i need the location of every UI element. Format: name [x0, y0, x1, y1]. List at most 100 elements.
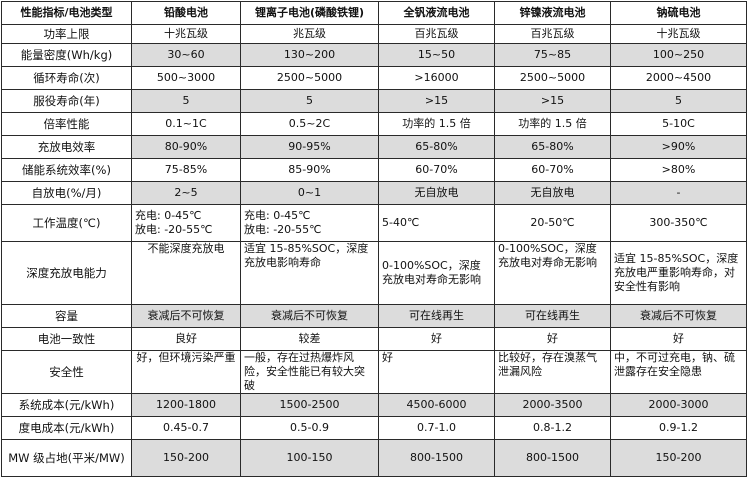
cell: 比较好，存在溴蒸气泄漏风险 [494, 350, 611, 394]
cell: 300-350℃ [610, 204, 747, 242]
cell: 好，但环境污染严重 [131, 350, 241, 394]
cell: 百兆瓦级 [378, 24, 495, 44]
cell: 60-70% [378, 158, 495, 182]
cell: 0.5-0.9 [240, 416, 379, 440]
cell: 功率的 1.5 倍 [378, 112, 495, 136]
cell: 无自放电 [378, 181, 495, 205]
cell: 十兆瓦级 [131, 24, 241, 44]
cell: 85-90% [240, 158, 379, 182]
cell: >15 [378, 89, 495, 113]
row-safety: 安全性 好，但环境污染严重 一般，存在过热爆炸风险，安全性能已有较大突破 好 比… [1, 350, 747, 394]
row-label: 能量密度(Wh/kg) [1, 43, 132, 67]
cell: 1200-1800 [131, 393, 241, 417]
cell: 2~5 [131, 181, 241, 205]
row-label: MW 级占地(平米/MW) [1, 439, 132, 477]
cell: 0.5~2C [240, 112, 379, 136]
header-zinc-nickel-flow: 锌镍液流电池 [494, 1, 611, 25]
row-self-discharge: 自放电(%/月) 2~5 0~1 无自放电 无自放电 - [1, 181, 747, 205]
cell: 150-200 [610, 439, 747, 477]
row-label: 充放电效率 [1, 135, 132, 159]
row-operating-temperature: 工作温度(℃) 充电: 0-45℃ 放电: -20-55℃ 充电: 0-45℃ … [1, 204, 747, 242]
cell: 2500~5000 [240, 66, 379, 90]
cell: - [610, 181, 747, 205]
cell: 100-150 [240, 439, 379, 477]
row-label: 电池一致性 [1, 327, 132, 351]
cell: 充电: 0-45℃ 放电: -20-55℃ [131, 204, 241, 242]
cell: 好 [378, 350, 495, 394]
header-row: 性能指标/电池类型 铅酸电池 锂离子电池(磷酸铁锂) 全钒液流电池 锌镍液流电池… [1, 1, 747, 25]
cell: 不能深度充放电 [131, 241, 241, 305]
header-lead-acid: 铅酸电池 [131, 1, 241, 25]
row-footprint: MW 级占地(平米/MW) 150-200 100-150 800-1500 8… [1, 439, 747, 477]
cell: 2000-3000 [610, 393, 747, 417]
cell: 800-1500 [494, 439, 611, 477]
cell: 500~3000 [131, 66, 241, 90]
cell: 90-95% [240, 135, 379, 159]
header-vanadium-flow: 全钒液流电池 [378, 1, 495, 25]
row-label: 储能系统效率(%) [1, 158, 132, 182]
cell: 65-80% [378, 135, 495, 159]
cell: 60-70% [494, 158, 611, 182]
row-power-limit: 功率上限 十兆瓦级 兆瓦级 百兆瓦级 百兆瓦级 十兆瓦级 [1, 24, 747, 44]
cell: 好 [494, 327, 611, 351]
row-label: 容量 [1, 304, 132, 328]
cell: 15~50 [378, 43, 495, 67]
row-label: 倍率性能 [1, 112, 132, 136]
cell: 适宜 15-85%SOC，深度充放电影响寿命 [240, 241, 379, 305]
cell: 0.1~1C [131, 112, 241, 136]
cell: 可在线再生 [494, 304, 611, 328]
cell: 800-1500 [378, 439, 495, 477]
row-deep-discharge: 深度充放电能力 不能深度充放电 适宜 15-85%SOC，深度充放电影响寿命 0… [1, 241, 747, 305]
row-energy-density: 能量密度(Wh/kg) 30~60 130~200 15~50 75~85 10… [1, 43, 747, 67]
cell: 4500-6000 [378, 393, 495, 417]
row-kwh-cost: 度电成本(元/kWh) 0.45-0.7 0.5-0.9 0.7-1.0 0.8… [1, 416, 747, 440]
cell: 好 [610, 327, 747, 351]
row-system-cost: 系统成本(元/kWh) 1200-1800 1500-2500 4500-600… [1, 393, 747, 417]
cell: 衰减后不可恢复 [240, 304, 379, 328]
row-label: 循环寿命(次) [1, 66, 132, 90]
cell: 2000-3500 [494, 393, 611, 417]
cell: 十兆瓦级 [610, 24, 747, 44]
cell: 75~85 [494, 43, 611, 67]
row-label: 功率上限 [1, 24, 132, 44]
cell: 5-40℃ [378, 204, 495, 242]
cell: 衰减后不可恢复 [131, 304, 241, 328]
row-system-efficiency: 储能系统效率(%) 75-85% 85-90% 60-70% 60-70% >8… [1, 158, 747, 182]
row-label: 自放电(%/月) [1, 181, 132, 205]
cell: >16000 [378, 66, 495, 90]
row-label: 安全性 [1, 350, 132, 394]
cell: 0.7-1.0 [378, 416, 495, 440]
row-consistency: 电池一致性 良好 较差 好 好 好 [1, 327, 747, 351]
cell: 好 [378, 327, 495, 351]
cell: 130~200 [240, 43, 379, 67]
row-capacity: 容量 衰减后不可恢复 衰减后不可恢复 可在线再生 可在线再生 衰减后不可恢复 [1, 304, 747, 328]
cell: 30~60 [131, 43, 241, 67]
cell: 5 [610, 89, 747, 113]
cell: 5 [131, 89, 241, 113]
cell: 功率的 1.5 倍 [494, 112, 611, 136]
header-lithium-iron-phosphate: 锂离子电池(磷酸铁锂) [240, 1, 379, 25]
cell: 80-90% [131, 135, 241, 159]
cell: 0.8-1.2 [494, 416, 611, 440]
row-label: 工作温度(℃) [1, 204, 132, 242]
cell: 0.9-1.2 [610, 416, 747, 440]
cell: 5-10C [610, 112, 747, 136]
cell: 中，不可过充电，钠、硫泄露存在安全隐患 [610, 350, 747, 394]
cell: 5 [240, 89, 379, 113]
cell: 一般，存在过热爆炸风险，安全性能已有较大突破 [240, 350, 379, 394]
cell: 100~250 [610, 43, 747, 67]
header-sodium-sulfur: 钠硫电池 [610, 1, 747, 25]
row-rate-performance: 倍率性能 0.1~1C 0.5~2C 功率的 1.5 倍 功率的 1.5 倍 5… [1, 112, 747, 136]
cell: 良好 [131, 327, 241, 351]
row-service-life: 服役寿命(年) 5 5 >15 >15 5 [1, 89, 747, 113]
cell: 0-100%SOC，深度充放电对寿命无影响 [494, 241, 611, 305]
cell: 20-50℃ [494, 204, 611, 242]
cell: 2500~5000 [494, 66, 611, 90]
cell: 0~1 [240, 181, 379, 205]
header-metric: 性能指标/电池类型 [1, 1, 132, 25]
cell: 适宜 15-85%SOC，深度充放电严重影响寿命，对安全性有影响 [610, 241, 747, 305]
cell: 充电: 0-45℃ 放电: -20-55℃ [240, 204, 379, 242]
row-label: 服役寿命(年) [1, 89, 132, 113]
cell: 65-80% [494, 135, 611, 159]
